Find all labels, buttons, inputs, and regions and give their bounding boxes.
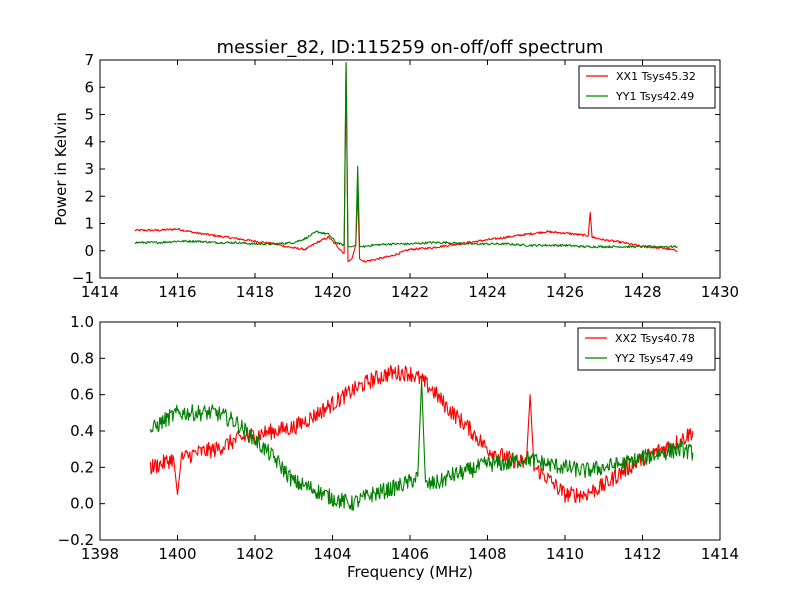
top-y-tick-label-6: 5 <box>84 106 94 124</box>
top-series-line-0 <box>134 62 678 263</box>
top-x-tick-label-4: 1422 <box>391 283 429 301</box>
top-x-tick-label-6: 1426 <box>546 283 584 301</box>
top-series-line-1 <box>134 62 678 249</box>
bottom-legend-box <box>577 327 716 371</box>
bottom-series-line-0 <box>149 364 694 504</box>
bottom-series-layer <box>149 364 694 511</box>
bottom-panel: 1398 1400 1402 1404 1406 1408 1410 1412 1414 −0.… <box>58 313 740 581</box>
bottom-y-tick-label-0: −0.2 <box>58 531 94 549</box>
top-y-tick-label-8: 7 <box>84 51 94 69</box>
bottom-y-ticks: −0.2 0.0 0.2 0.4 0.6 0.8 1.0 <box>58 313 720 549</box>
top-x-tick-label-1: 1416 <box>158 283 196 301</box>
bottom-x-tick-label-0: 1398 <box>81 545 119 563</box>
bottom-x-tick-label-2: 1402 <box>236 545 274 563</box>
bottom-x-ticks: 1398 1400 1402 1404 1406 1408 1410 1412 1414 <box>81 322 739 563</box>
top-x-tick-label-5: 1424 <box>468 283 506 301</box>
chart-title: messier_82, ID:115259 on-off/off spectru… <box>217 37 604 58</box>
bottom-y-tick-label-3: 0.4 <box>70 422 94 440</box>
top-y-tick-label-3: 2 <box>84 187 94 205</box>
bottom-x-tick-label-5: 1408 <box>468 545 506 563</box>
top-legend-box <box>578 65 716 109</box>
top-y-tick-label-7: 6 <box>84 78 94 96</box>
bottom-x-tick-label-7: 1412 <box>623 545 661 563</box>
legend-label-yy2: YY2 Tsys47.49 <box>614 352 693 365</box>
top-legend: XX1 Tsys45.32 YY1 Tsys42.49 <box>578 65 716 109</box>
bottom-y-tick-label-2: 0.2 <box>70 458 94 476</box>
top-x-tick-label-0: 1414 <box>81 283 119 301</box>
top-y-tick-label-0: −1 <box>72 269 94 287</box>
bottom-x-tick-label-6: 1410 <box>546 545 584 563</box>
top-y-tick-label-5: 4 <box>84 133 94 151</box>
top-y-tick-label-4: 3 <box>84 160 94 178</box>
top-panel: 1414 1416 1418 1420 1422 1424 1426 1428 1430 −10… <box>52 51 739 301</box>
legend-label-xx1: XX1 Tsys45.32 <box>616 70 696 83</box>
top-y-ticks: −1 0 1 2 3 4 5 6 7 <box>72 51 720 287</box>
top-x-ticks: 1414 1416 1418 1420 1422 1424 1426 1428 1430 <box>81 60 739 301</box>
bottom-y-tick-label-6: 1.0 <box>70 313 94 331</box>
top-y-tick-label-2: 1 <box>84 215 94 233</box>
bottom-x-tick-label-1: 1400 <box>158 545 196 563</box>
top-x-tick-label-8: 1430 <box>701 283 739 301</box>
top-series-layer <box>134 62 678 263</box>
top-x-tick-label-2: 1418 <box>236 283 274 301</box>
bottom-x-axis-label: Frequency (MHz) <box>347 563 473 581</box>
top-y-tick-label-1: 0 <box>84 242 94 260</box>
bottom-y-tick-label-5: 0.8 <box>70 349 94 367</box>
bottom-x-tick-label-4: 1406 <box>391 545 429 563</box>
legend-label-yy1: YY1 Tsys42.49 <box>615 90 694 103</box>
bottom-y-tick-label-1: 0.0 <box>70 495 94 513</box>
top-y-axis-label: Power in Kelvin <box>52 112 70 226</box>
bottom-series-line-1 <box>149 379 694 511</box>
top-x-tick-label-3: 1420 <box>313 283 351 301</box>
bottom-x-tick-label-3: 1404 <box>313 545 351 563</box>
bottom-x-tick-label-8: 1414 <box>701 545 739 563</box>
bottom-legend: XX2 Tsys40.78 YY2 Tsys47.49 <box>577 327 716 371</box>
legend-label-xx2: XX2 Tsys40.78 <box>615 332 695 345</box>
bottom-y-tick-label-4: 0.6 <box>70 386 94 404</box>
top-x-tick-label-7: 1428 <box>623 283 661 301</box>
